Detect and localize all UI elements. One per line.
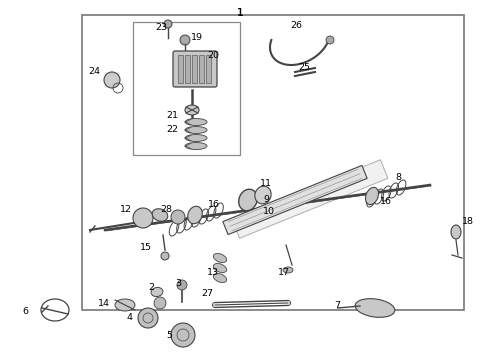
Bar: [133, 22, 240, 155]
Text: 10: 10: [263, 207, 275, 216]
Text: 20: 20: [207, 50, 219, 59]
Ellipse shape: [451, 225, 461, 239]
Text: 22: 22: [166, 126, 178, 135]
Bar: [192, 55, 197, 83]
Text: 14: 14: [98, 298, 110, 307]
Ellipse shape: [188, 206, 202, 224]
Text: 21: 21: [166, 111, 178, 120]
Text: 16: 16: [380, 197, 392, 206]
Text: 12: 12: [120, 206, 132, 215]
Text: 16: 16: [208, 200, 220, 209]
Text: 4: 4: [126, 314, 132, 323]
Circle shape: [177, 280, 187, 290]
Circle shape: [326, 36, 334, 44]
Text: 28: 28: [160, 206, 172, 215]
Ellipse shape: [213, 274, 227, 283]
Ellipse shape: [185, 118, 207, 126]
Ellipse shape: [213, 253, 227, 262]
Ellipse shape: [213, 264, 227, 273]
Ellipse shape: [152, 209, 168, 221]
Polygon shape: [223, 165, 367, 235]
Text: 6: 6: [22, 307, 28, 316]
Text: 11: 11: [260, 179, 272, 188]
Circle shape: [180, 35, 190, 45]
Ellipse shape: [239, 189, 257, 211]
Ellipse shape: [151, 287, 163, 297]
FancyBboxPatch shape: [173, 51, 217, 87]
Ellipse shape: [355, 299, 395, 317]
Ellipse shape: [366, 187, 378, 204]
Ellipse shape: [185, 105, 199, 115]
Circle shape: [171, 210, 185, 224]
Circle shape: [164, 20, 172, 28]
Text: 7: 7: [334, 301, 340, 310]
Text: 5: 5: [166, 332, 172, 341]
Text: 15: 15: [140, 243, 152, 252]
Text: 24: 24: [88, 68, 100, 77]
Text: 26: 26: [290, 21, 302, 30]
Circle shape: [138, 308, 158, 328]
Text: 2: 2: [148, 284, 154, 292]
Text: 17: 17: [278, 268, 290, 277]
Text: 3: 3: [175, 279, 181, 288]
Text: 19: 19: [191, 32, 203, 41]
Text: 13: 13: [207, 268, 219, 277]
Ellipse shape: [115, 299, 135, 311]
Text: 8: 8: [395, 174, 401, 183]
Text: 1: 1: [237, 8, 243, 17]
Text: 25: 25: [298, 63, 310, 72]
Text: 27: 27: [201, 289, 213, 298]
Text: 23: 23: [155, 23, 167, 32]
Ellipse shape: [185, 126, 207, 134]
Circle shape: [161, 252, 169, 260]
Bar: [185, 55, 190, 83]
Bar: [82, 15, 464, 310]
Polygon shape: [232, 160, 388, 238]
Circle shape: [171, 323, 195, 347]
Circle shape: [104, 72, 120, 88]
Bar: [178, 55, 183, 83]
Bar: [199, 55, 204, 83]
Text: 9: 9: [263, 195, 269, 204]
Bar: [206, 55, 211, 83]
Circle shape: [154, 297, 166, 309]
Circle shape: [133, 208, 153, 228]
Text: 1: 1: [237, 8, 244, 18]
Ellipse shape: [185, 143, 207, 149]
Ellipse shape: [185, 135, 207, 141]
Ellipse shape: [255, 186, 271, 204]
Text: 18: 18: [462, 217, 474, 226]
Ellipse shape: [283, 267, 293, 273]
